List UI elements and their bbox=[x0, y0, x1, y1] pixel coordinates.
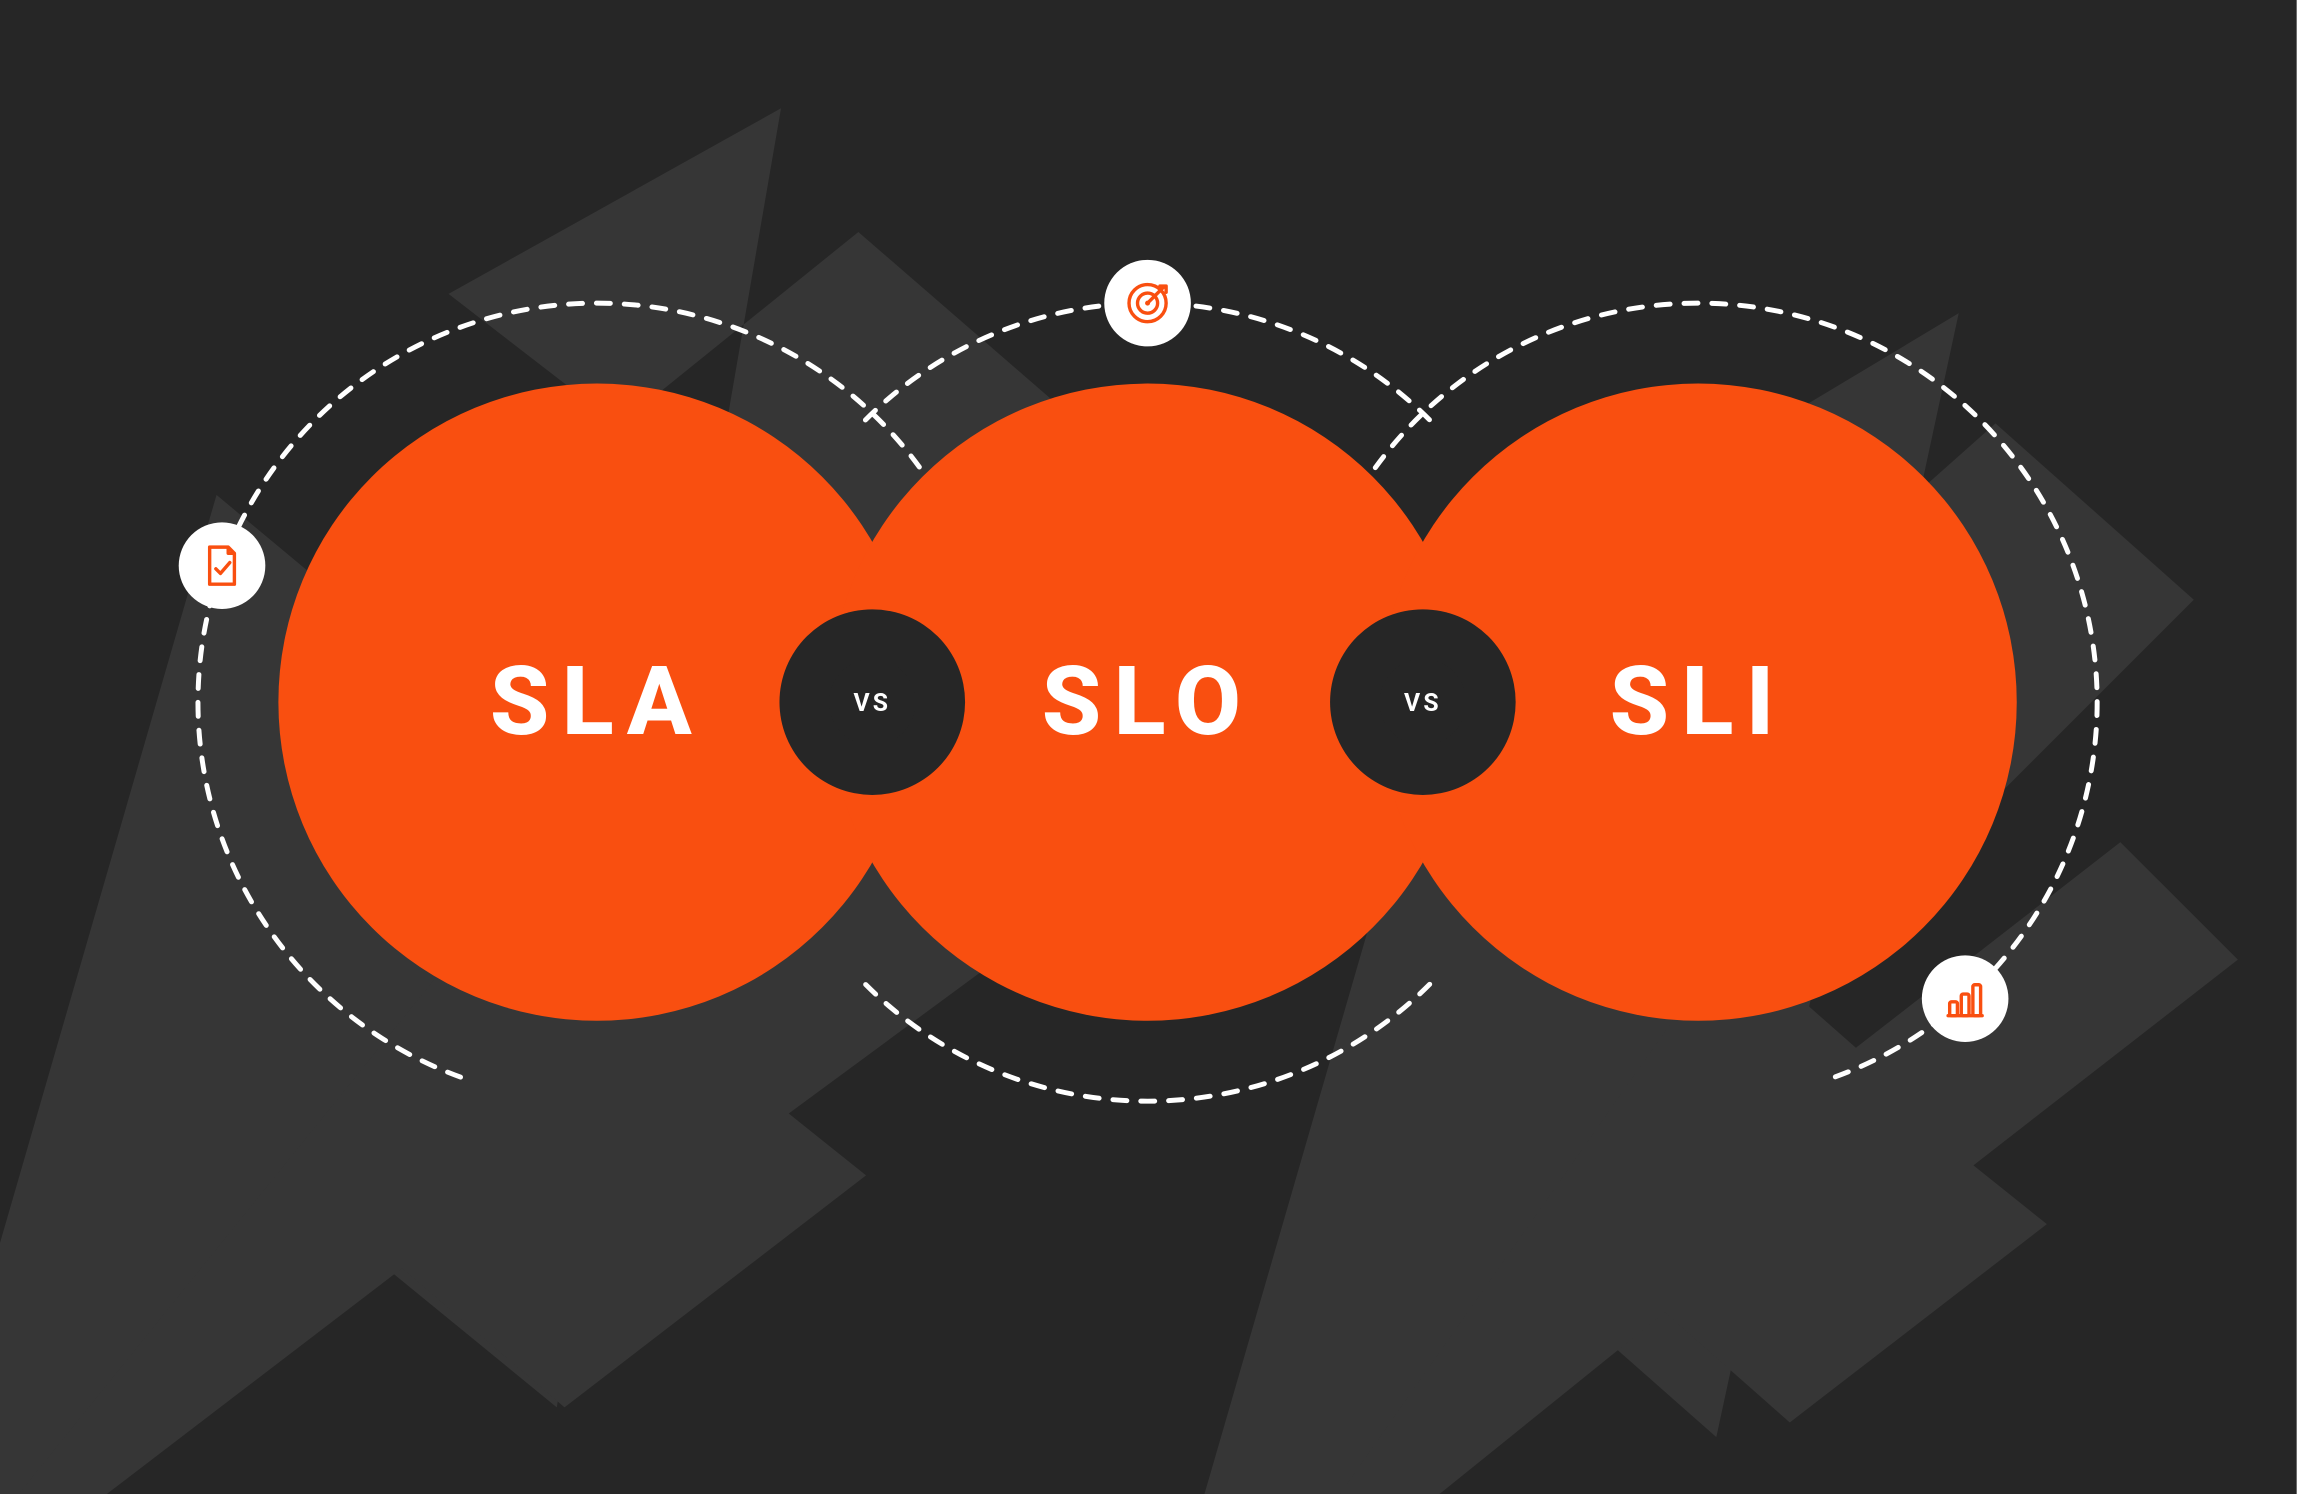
infographic-canvas: SLA SLO SLI VS VS bbox=[0, 0, 2297, 1494]
bar-chart-icon-bg bbox=[1922, 955, 2009, 1042]
label-sli: SLI bbox=[1610, 646, 1787, 758]
document-check-icon-bg bbox=[179, 522, 266, 609]
document-check-icon bbox=[179, 522, 266, 609]
label-sla: SLA bbox=[490, 646, 704, 758]
bar-chart-icon bbox=[1922, 955, 2009, 1042]
label-slo: SLO bbox=[1042, 646, 1254, 758]
vs-badge-text: VS bbox=[1404, 689, 1442, 718]
vs-badge-text: VS bbox=[854, 689, 892, 718]
target-icon bbox=[1104, 260, 1191, 347]
